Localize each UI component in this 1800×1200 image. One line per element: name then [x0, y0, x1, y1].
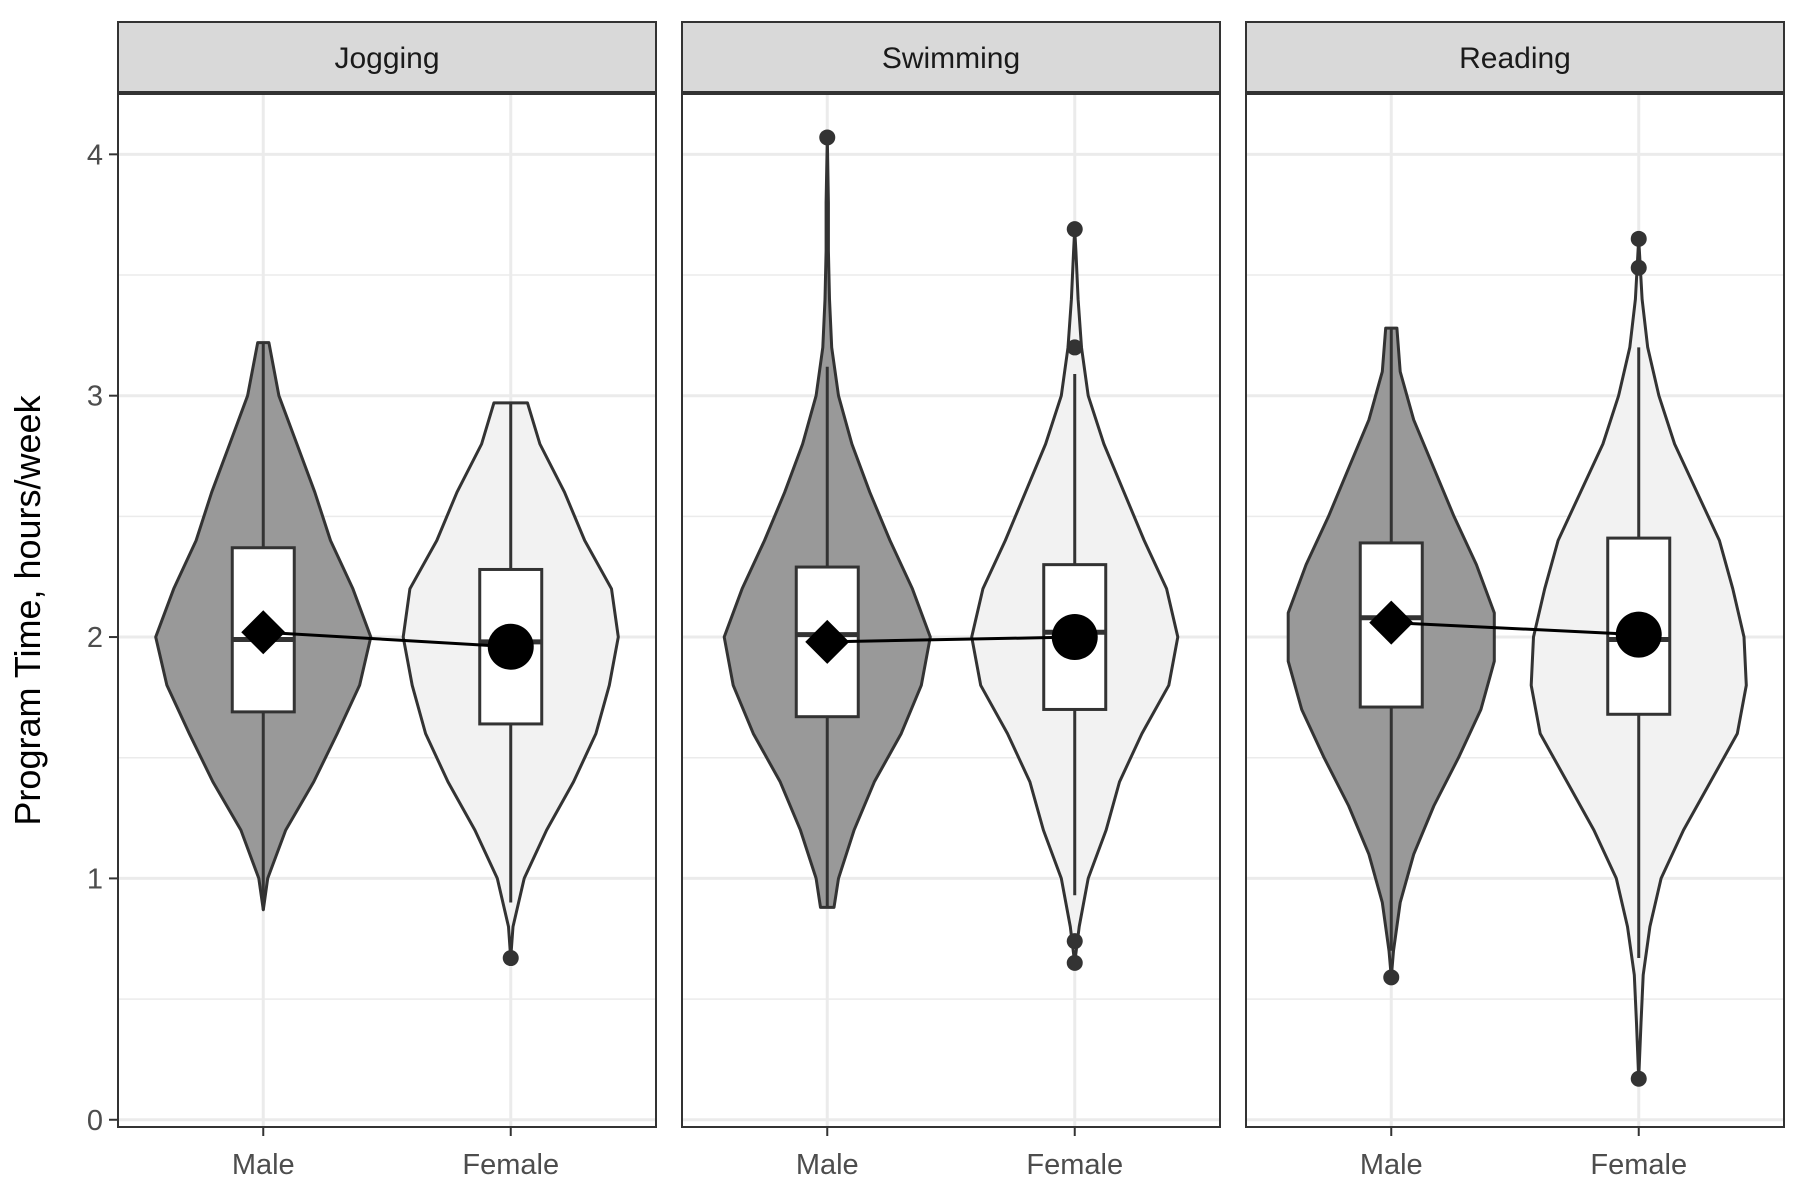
facet-panel-reading: Reading Male Female: [1245, 21, 1785, 1181]
x-tick-label: Male: [796, 1149, 859, 1181]
group-female: [401, 401, 620, 967]
mean-connector-line: [263, 630, 511, 649]
x-tick-label: Female: [1590, 1149, 1687, 1181]
facet-strip: [117, 21, 657, 93]
outlier-point: [1630, 230, 1647, 247]
facet-panel-swimming: Swimming Male Female: [681, 21, 1221, 1181]
y-axis: 0 1 2 3 4 Program Time, hours/week: [7, 139, 118, 1137]
y-tick-label: 2: [87, 622, 103, 654]
mean-connector-line: [827, 635, 1075, 644]
facet-strip: [681, 21, 1221, 93]
x-tick-label: Female: [1026, 1149, 1123, 1181]
outlier-point: [1066, 933, 1083, 950]
panel-border: [117, 93, 657, 1128]
facet-strip-label: Reading: [1459, 42, 1571, 75]
panel-border: [1245, 93, 1785, 1128]
y-tick-label: 4: [87, 139, 103, 171]
facet-panel-jogging: Jogging Male Female: [117, 21, 657, 1181]
mean-marker-diamond: [1369, 600, 1414, 645]
facet-strip-label: Swimming: [882, 42, 1020, 75]
mean-marker-circle: [487, 623, 534, 670]
mean-marker-diamond: [805, 619, 850, 664]
facet-strip-label: Jogging: [334, 42, 439, 75]
outlier-point: [1630, 1070, 1647, 1087]
panel-border: [681, 93, 1221, 1128]
outlier-point: [819, 129, 836, 146]
y-tick-label: 0: [87, 1105, 103, 1137]
y-tick-label: 1: [87, 863, 103, 895]
facet-strip: [1245, 21, 1785, 93]
mean-marker-circle: [1615, 611, 1662, 658]
mean-connector-line: [1391, 621, 1639, 637]
outlier-point: [1066, 954, 1083, 971]
outlier-point: [1383, 969, 1400, 986]
outlier-point: [1630, 259, 1647, 276]
outlier-point: [1066, 221, 1083, 238]
y-tick-label: 3: [87, 381, 103, 413]
mean-marker-diamond: [241, 610, 286, 655]
outlier-point: [1066, 339, 1083, 356]
y-axis-title: Program Time, hours/week: [7, 394, 48, 825]
mean-marker-circle: [1051, 614, 1098, 661]
outlier-point: [502, 950, 519, 967]
x-tick-label: Male: [232, 1149, 295, 1181]
x-tick-label: Male: [1360, 1149, 1423, 1181]
x-tick-label: Female: [462, 1149, 559, 1181]
